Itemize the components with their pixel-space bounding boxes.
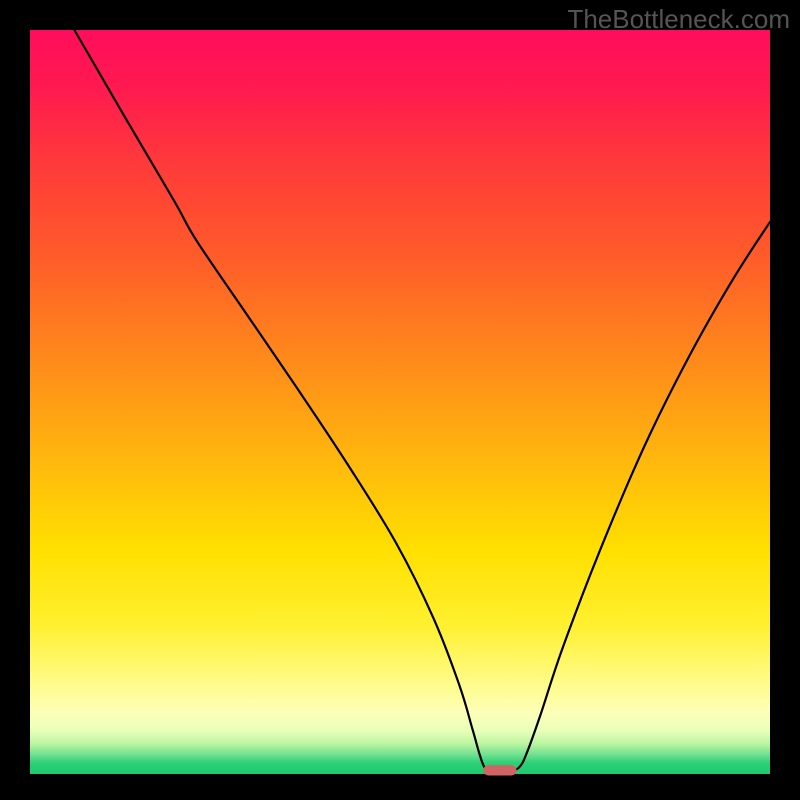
chart-svg bbox=[0, 0, 800, 800]
chart-plot-area bbox=[30, 30, 770, 774]
trough-marker bbox=[483, 765, 516, 775]
watermark-text: TheBottleneck.com bbox=[567, 4, 790, 35]
chart-container: TheBottleneck.com bbox=[0, 0, 800, 800]
